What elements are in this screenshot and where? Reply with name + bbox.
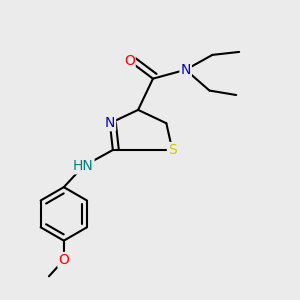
Text: O: O	[58, 253, 69, 267]
Text: N: N	[105, 116, 115, 130]
Text: HN: HN	[73, 159, 94, 173]
Text: O: O	[124, 54, 135, 68]
Text: N: N	[181, 63, 191, 77]
Text: S: S	[168, 143, 177, 157]
